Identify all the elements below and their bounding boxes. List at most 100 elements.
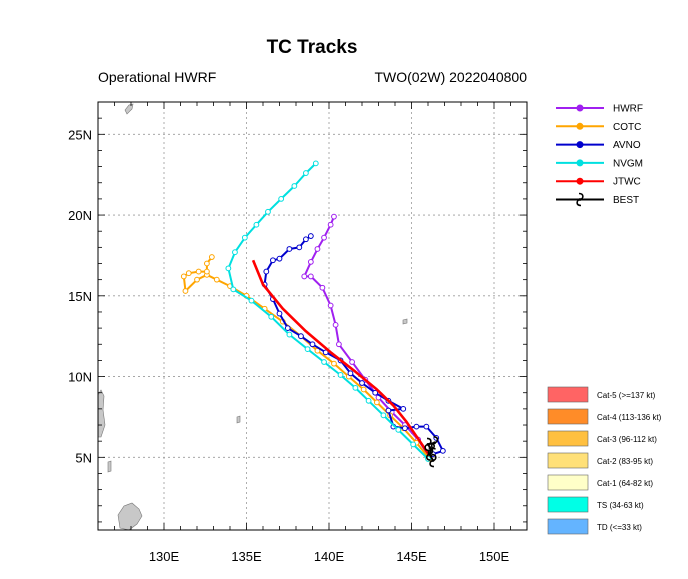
data-point-avno [385,407,392,414]
data-point-hwrf [314,246,321,252]
data-point-nvgm [248,297,255,304]
data-point-avno [347,370,354,377]
data-point-avno [400,405,407,412]
category-swatch [547,386,589,403]
category-label: Cat-1 (64-82 kt) [597,479,653,488]
category-label: TD (<=33 kt) [597,523,642,532]
data-point-nvgm [230,286,237,293]
data-point-cotc [194,276,200,283]
data-point-nvgm [268,313,275,320]
data-point-avno [276,255,283,262]
legend-label-best: BEST [613,195,639,206]
plot-area: 130E 135E 140E 145E 150E 5N 10N 15N 20N 25N [68,101,528,564]
x-tick-label: 135E [231,549,262,564]
data-point-avno [423,423,430,430]
y-tick-label: 5N [75,450,92,465]
data-point-hwrf [336,341,342,348]
data-point-cotc [182,288,189,294]
hurricane-symbol-eye [431,459,435,462]
data-point-nvgm [337,372,344,378]
data-point-avno [309,341,316,348]
land-mass [107,460,112,473]
category-label: Cat-4 (113-136 kt) [597,413,662,422]
data-point-nvgm [291,183,298,189]
data-point-hwrf [349,359,356,365]
chart-subtitle-left: Operational HWRF [98,69,216,85]
y-tick-label: 15N [68,289,92,304]
data-point-nvgm [253,221,260,228]
data-point-hwrf [331,213,337,220]
data-point-avno [286,246,293,252]
data-point-nvgm [232,249,238,256]
data-point-avno [372,389,379,396]
data-point-cotc [213,276,220,283]
data-point-nvgm [312,160,319,167]
data-point-hwrf [327,302,334,309]
x-tick-label: 140E [314,549,345,564]
data-point-avno [359,380,365,386]
land-mass [402,318,408,325]
category-swatch [547,496,589,513]
category-label: TS (34-63 kt) [597,501,644,510]
data-point-best [424,437,432,452]
category-swatch [547,452,589,469]
data-point-cotc [204,268,210,275]
data-point-hwrf [307,273,314,280]
data-point-nvgm [395,426,402,433]
data-point-cotc [331,360,337,367]
category-label: Cat-5 (>=137 kt) [597,391,656,400]
data-point-hwrf [332,321,339,328]
hurricane-symbol-eye [433,441,436,445]
category-swatch [547,474,589,491]
series-line-jtwc [251,259,431,457]
data-point-avno [322,349,329,356]
x-tick-label: 150E [479,549,510,564]
data-point-hwrf [319,284,326,291]
y-tick-label: 10N [68,370,92,385]
data-point-cotc [373,399,380,406]
data-point-nvgm [321,359,327,365]
tick-layer: 130E 135E 140E 145E 150E 5N 10N 15N 20N 25N [68,101,528,564]
category-label: Cat-2 (83-95 kt) [597,457,653,466]
data-point-avno [276,310,283,317]
land-mass [236,415,241,424]
data-point-cotc [185,270,192,277]
data-point-avno [270,257,276,264]
series-line-nvgm [227,162,429,460]
legend-label-nvgm: NVGM [613,158,643,169]
category-swatch [547,408,589,425]
data-point-avno [284,325,291,332]
grid-layer [98,102,527,530]
data-point-cotc [180,273,187,280]
data-point-nvgm [410,441,417,448]
legend-label-cotc: COTC [613,122,641,133]
data-point-hwrf [307,258,314,265]
chart-subtitle-right: TWO(02W) 2022040800 [374,69,527,85]
category-label: Cat-3 (96-112 kt) [597,435,657,444]
data-point-avno [263,268,270,275]
data-point-avno [296,244,303,251]
legend-marker-best [576,192,584,207]
legend-marker-nvgm [576,159,584,167]
category-swatch [547,518,589,535]
y-tick-label: 25N [68,127,92,142]
legend-label-avno: AVNO [613,140,641,151]
data-point-nvgm [286,331,293,338]
data-point-hwrf [321,234,327,241]
data-point-best [429,453,437,468]
data-point-cotc [208,254,215,260]
data-point-nvgm [265,208,271,215]
data-point-avno [402,425,408,432]
data-point-nvgm [278,196,285,202]
legend-marker-hwrf [576,104,584,112]
data-point-hwrf [301,273,308,280]
data-point-hwrf [327,221,334,228]
data-point-avno [307,233,314,239]
series-layer [180,160,446,468]
plot-background [98,102,527,530]
data-point-nvgm [241,234,248,241]
hurricane-symbol-eye [426,443,430,446]
chart-title: TC Tracks [267,37,358,58]
data-point-avno [298,333,304,340]
